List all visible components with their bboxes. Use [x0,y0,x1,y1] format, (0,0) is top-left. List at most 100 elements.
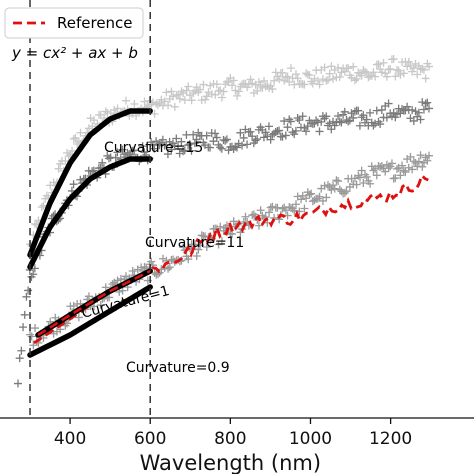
data-point-c15 [231,86,240,95]
data-point-c15 [204,88,213,97]
data-point-c15 [325,69,334,78]
curve-annotations: Curvature=15 Curvature=11 Curvature=1 Curva… [80,140,244,376]
data-point-c1 [352,180,361,189]
scatter-markers [14,55,433,388]
data-point-c15 [382,72,391,81]
data-point-c1 [197,231,206,240]
data-point-c1 [372,171,381,180]
data-point-c1 [273,203,282,212]
data-point-c1 [278,204,287,213]
data-point-c1 [192,251,201,260]
data-point-c11 [185,140,194,149]
data-point-c11 [98,158,107,167]
data-point-c11 [19,323,28,332]
data-point-c11 [236,128,245,137]
data-point-c1 [248,211,257,220]
data-point-c11 [334,111,343,120]
data-point-c11 [344,117,353,126]
x-tick-label: 400 [54,429,86,449]
data-point-c1 [384,164,393,173]
data-point-c11 [184,141,193,150]
data-point-c15 [130,99,139,108]
data-point-c11 [347,109,356,118]
data-point-c1 [307,189,316,198]
data-point-c15 [270,76,279,85]
data-point-c1 [300,204,309,213]
data-point-c15 [150,109,159,118]
data-point-c1 [329,181,338,190]
data-point-c15 [187,96,196,105]
data-point-c15 [409,63,418,72]
data-point-c15 [280,76,289,85]
data-point-c15 [268,85,277,94]
data-point-c15 [327,62,336,71]
data-point-c1 [330,184,339,193]
data-point-c11 [259,133,268,142]
data-point-c15 [371,72,380,81]
data-point-c1 [387,159,396,168]
data-point-c11 [283,123,292,132]
data-point-c15 [228,81,237,90]
x-tick-label: 1000 [289,429,332,449]
data-point-c15 [234,87,243,96]
data-point-c11 [315,127,324,136]
reference-line [33,172,429,345]
data-point-c11 [88,167,97,176]
data-point-c15 [140,97,149,106]
data-point-c11 [113,148,122,157]
data-point-c11 [376,120,385,129]
data-point-c11 [369,121,378,130]
data-point-c11 [302,127,311,136]
data-point-c15 [170,102,179,111]
data-point-c15 [89,116,98,125]
data-point-c15 [389,55,398,64]
data-point-c11 [298,112,307,121]
data-point-c15 [408,67,417,76]
data-point-c11 [130,146,139,155]
data-point-c15 [175,94,184,103]
data-point-c11 [216,143,225,152]
data-point-c11 [187,146,196,155]
data-point-c11 [22,292,31,301]
data-point-c11 [174,142,183,151]
data-point-c15 [344,64,353,73]
data-point-c15 [337,68,346,77]
data-point-c15 [180,95,189,104]
data-point-c11 [221,136,230,145]
data-point-c15 [233,91,242,100]
data-point-c11 [177,137,186,146]
data-point-c11 [253,135,262,144]
data-point-c1 [391,174,400,183]
data-point-c15 [424,62,433,71]
data-point-c11 [232,143,241,152]
data-point-c1 [418,162,427,171]
data-point-c11 [424,104,433,113]
data-point-c11 [349,113,358,122]
data-point-c1 [359,178,368,187]
data-point-c1 [366,179,375,188]
data-point-c11 [17,346,26,355]
data-point-c11 [285,115,294,124]
data-point-c15 [61,156,70,165]
data-point-c15 [361,67,370,76]
data-point-c15 [199,80,208,89]
x-axis-title: Wavelength (nm) [140,451,321,474]
data-point-c1 [292,200,301,209]
data-point-c15 [281,73,290,82]
data-point-c1 [147,257,156,266]
data-point-c15 [374,60,383,69]
data-point-c11 [243,140,252,149]
data-point-c1 [399,166,408,175]
data-point-c1 [268,202,277,211]
data-point-c11 [15,354,24,363]
data-point-c11 [281,131,290,140]
data-point-c1 [396,171,405,180]
data-point-c1 [27,332,36,341]
data-point-c1 [313,194,322,203]
data-point-c15 [411,59,420,68]
data-point-c15 [323,76,332,85]
data-point-c1 [241,212,250,221]
data-point-c11 [14,379,22,388]
data-point-c11 [160,141,169,150]
